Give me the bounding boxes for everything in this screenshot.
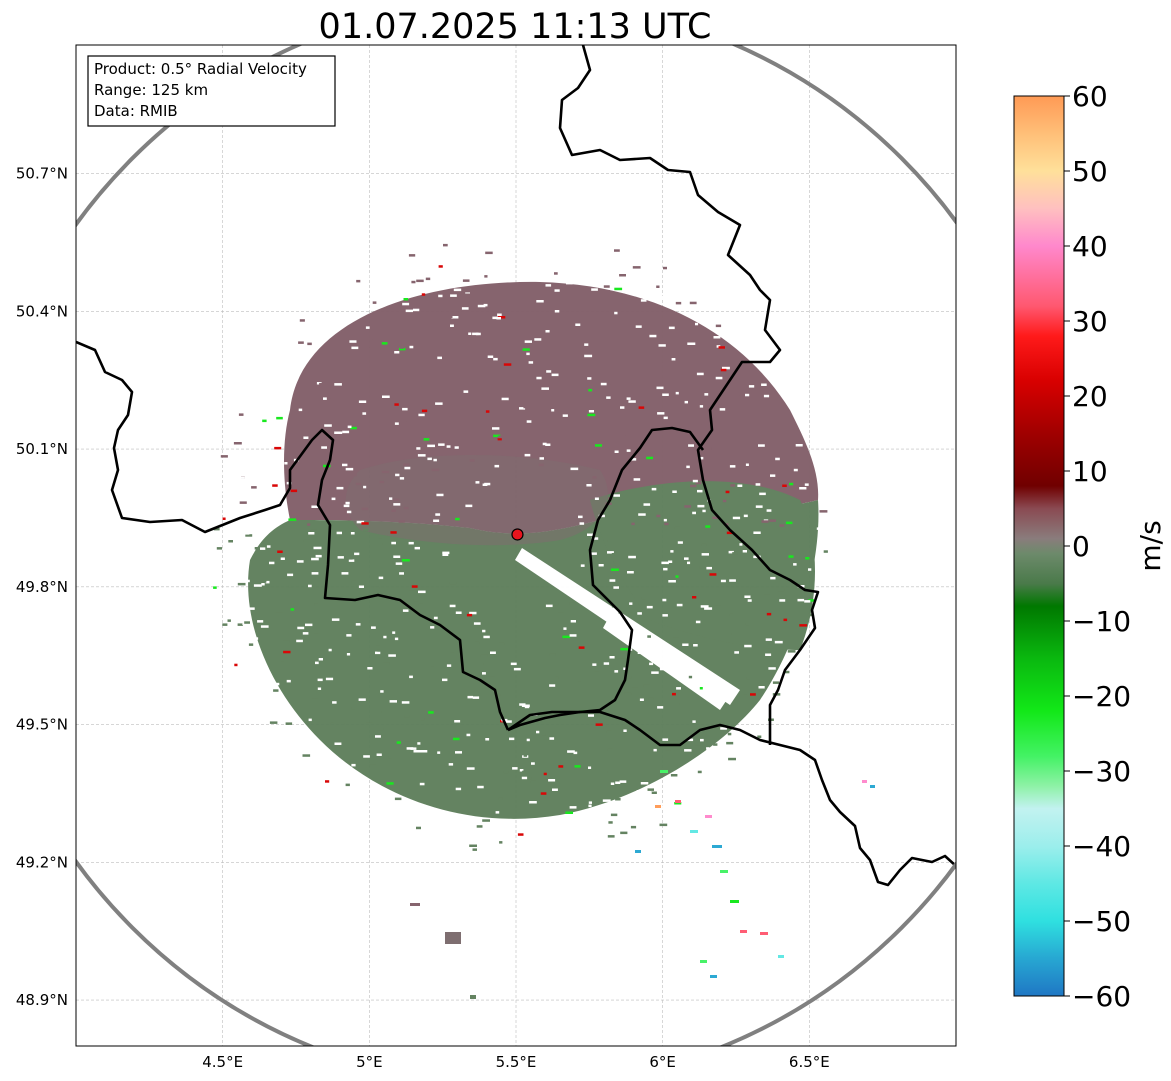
chart-title: 01.07.2025 11:13 UTC [319,7,712,47]
colorbar-tick-label: −50 [1072,905,1131,938]
echo-gap-beam-2 [603,615,730,710]
colorbar-ticks: 60 50 40 30 20 10 0 −10 −20 −30 −40 −50 −60 [1064,80,1131,1013]
lat-tick-label: 49.5°N [16,716,68,734]
lon-tick-label: 5°E [356,1053,383,1071]
lon-tick-label: 4.5°E [202,1053,243,1071]
colorbar-tick-label: −40 [1072,830,1131,863]
lat-tick-label: 49.8°N [16,578,68,596]
colorbar-tick-label: −30 [1072,755,1131,788]
lon-tick-label: 5.5°E [496,1053,537,1071]
lat-tick-label: 49.2°N [16,853,68,871]
lat-tick-label: 48.9°N [16,991,68,1009]
country-borders [76,45,956,887]
map-panel: Product: 0.5° Radial Velocity Range: 125… [16,44,957,1071]
colorbar-tick-label: 50 [1072,155,1108,188]
lon-tick-label: 6°E [649,1053,676,1071]
colorbar-gradient [1014,96,1064,996]
echo-approaching-east [590,481,815,650]
border-france-luxembourg-germany [507,710,956,887]
colorbar-tick-label: −10 [1072,605,1131,638]
info-box: Product: 0.5° Radial Velocity Range: 125… [87,55,336,127]
colorbar-tick-label: 40 [1072,230,1108,263]
colorbar-tick-label: 20 [1072,380,1108,413]
echo-mixed-core [345,455,608,546]
radar-site-marker [511,528,524,541]
border-belgium-germany [558,45,820,745]
latitude-axis: 50.7°N 50.4°N 50.1°N 49.8°N 49.5°N 49.2°N 48.9… [16,165,68,1010]
velocity-echoes [211,230,875,999]
map-frame [75,44,957,1047]
colorbar: 60 50 40 30 20 10 0 −10 −20 −30 −40 −50 −60 m/s [1013,80,1167,1013]
colorbar-tick-label: 60 [1072,80,1108,113]
colorbar-tick-label: −20 [1072,680,1131,713]
colorbar-tick-label: 30 [1072,305,1108,338]
border-belgium-france [76,340,510,731]
info-range: Range: 125 km [94,81,208,99]
echo-speckles [211,230,828,857]
lon-tick-label: 6.5°E [789,1053,830,1071]
info-product: Product: 0.5° Radial Velocity [94,60,307,78]
longitude-axis: 4.5°E 5°E 5.5°E 6°E 6.5°E [202,1053,830,1071]
colorbar-tick-label: −60 [1072,980,1131,1013]
colorbar-tick-label: 10 [1072,455,1108,488]
info-source: Data: RMIB [94,102,178,120]
colorbar-label: m/s [1134,520,1167,571]
lat-tick-label: 50.4°N [16,302,68,320]
echo-trail-southeast [410,770,875,999]
lat-tick-label: 50.1°N [16,440,68,458]
lat-tick-label: 50.7°N [16,165,68,183]
colorbar-tick-label: 0 [1072,530,1090,563]
